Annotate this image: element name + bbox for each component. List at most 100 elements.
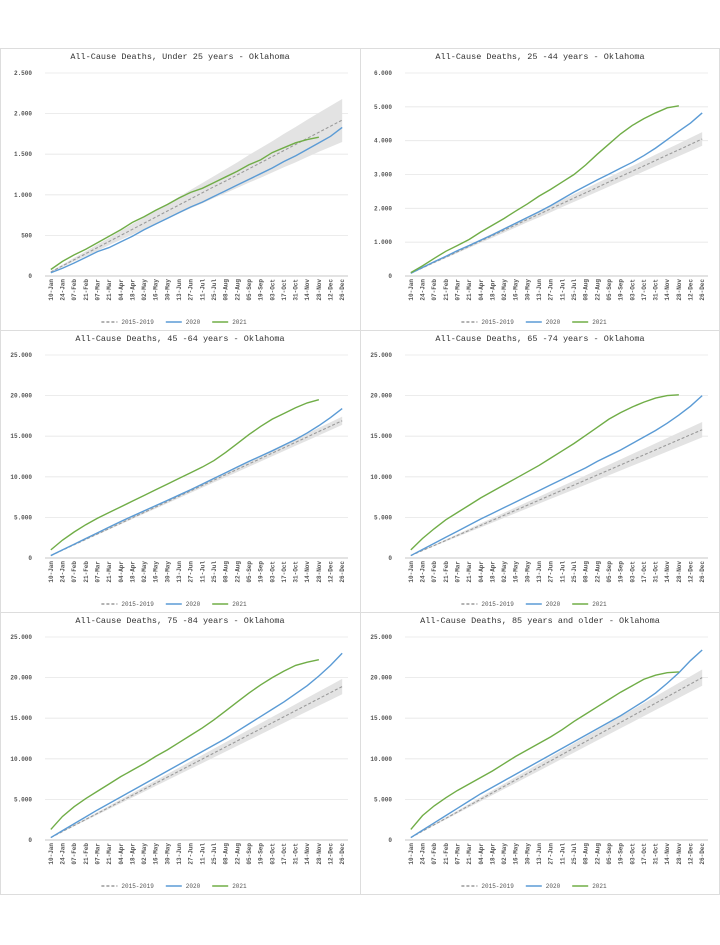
x-tick-label: 22-Aug [594,561,601,583]
y-tick-label: 0 [388,837,392,844]
x-tick-label: 25-Jul [211,561,218,583]
x-tick-label: 10-Jan [48,843,55,865]
x-tick-label: 07-Mar [454,561,461,583]
x-tick-label: 22-Aug [234,843,241,865]
x-tick-label: 13-Jun [176,843,183,865]
x-tick-label: 17-Oct [281,843,288,865]
x-tick-label: 17-Oct [641,279,648,301]
y-tick-label: 500 [21,232,32,239]
x-tick-label: 14-Nov [304,843,311,865]
x-tick-label: 10-Jan [408,843,415,865]
x-tick-label: 24-Jan [419,843,426,865]
x-tick-label: 12-Dec [688,843,695,865]
chart-title: All-Cause Deaths, 65 -74 years - Oklahom… [435,334,644,344]
x-tick-label: 14-Nov [664,279,671,301]
x-tick-label: 24-Jan [419,561,426,583]
y-tick-label: 5.000 [374,514,392,521]
legend-label: 2015-2019 [481,601,514,608]
x-tick-label: 24-Jan [59,843,66,865]
chart-title: All-Cause Deaths, Under 25 years - Oklah… [70,52,289,62]
x-tick-label: 16-May [153,279,160,301]
x-tick-label: 25-Jul [571,279,578,301]
x-tick-label: 28-Nov [676,279,683,301]
legend-label: 2021 [232,319,247,326]
series-line [50,652,343,839]
y-tick-label: 15.000 [10,715,32,722]
x-tick-label: 12-Dec [688,279,695,301]
legend-label: 2021 [232,883,247,890]
y-tick-label: 0 [28,273,32,280]
x-tick-label: 11-Jul [199,843,206,865]
x-tick-label: 21-Mar [106,279,113,301]
x-tick-label: 25-Jul [211,843,218,865]
x-tick-label: 24-Jan [59,561,66,583]
y-tick-label: 25.000 [370,634,392,641]
y-tick-label: 0 [388,273,392,280]
x-tick-label: 21-Feb [83,843,90,865]
x-tick-label: 27-Jun [188,843,195,865]
x-tick-label: 05-Sep [606,279,613,301]
x-tick-label: 27-Jun [548,843,555,865]
y-tick-label: 25.000 [10,352,32,359]
series-line [50,659,320,830]
x-tick-label: 02-May [501,279,508,301]
series-line [50,126,343,274]
y-tick-label: 2.500 [14,70,32,77]
legend-label: 2020 [186,883,201,890]
x-tick-label: 31-Oct [653,843,660,865]
y-tick-label: 5.000 [14,796,32,803]
series-line [410,105,679,274]
legend-label: 2015-2019 [121,601,154,608]
x-tick-label: 17-Oct [281,561,288,583]
x-tick-label: 21-Mar [466,561,473,583]
x-tick-label: 19-Sep [618,561,625,583]
x-tick-label: 19-Sep [258,561,265,583]
x-tick-label: 11-Jul [559,561,566,583]
x-tick-label: 26-Dec [339,843,346,865]
x-tick-label: 31-Oct [653,279,660,301]
x-tick-label: 24-Jan [59,279,66,301]
x-tick-label: 12-Dec [328,279,335,301]
x-tick-label: 03-Oct [269,843,276,865]
x-tick-label: 08-Aug [583,843,590,865]
x-tick-label: 07-Mar [94,279,101,301]
x-tick-label: 19-Sep [618,843,625,865]
x-tick-label: 16-May [513,561,520,583]
y-tick-label: 20.000 [10,393,32,400]
x-tick-label: 07-Feb [431,279,438,301]
x-tick-label: 17-Oct [281,279,288,301]
x-tick-label: 21-Mar [106,843,113,865]
x-tick-label: 16-May [153,843,160,865]
x-tick-label: 25-Jul [571,561,578,583]
x-tick-label: 21-Feb [443,279,450,301]
x-tick-label: 02-May [501,561,508,583]
x-tick-label: 30-May [164,561,171,583]
x-tick-label: 21-Feb [83,561,90,583]
x-tick-label: 21-Mar [106,561,113,583]
x-tick-label: 22-Aug [594,843,601,865]
x-tick-label: 14-Nov [304,279,311,301]
y-tick-label: 2.000 [14,111,32,118]
legend-label: 2021 [232,601,247,608]
chart-panel: All-Cause Deaths, 85 years and older - O… [370,616,708,890]
x-tick-label: 13-Jun [176,279,183,301]
y-tick-label: 20.000 [370,393,392,400]
x-tick-label: 07-Mar [94,843,101,865]
x-tick-label: 03-Oct [629,279,636,301]
x-tick-label: 31-Oct [293,279,300,301]
x-tick-label: 07-Mar [454,843,461,865]
y-tick-label: 6.000 [374,70,392,77]
x-tick-label: 08-Aug [223,843,230,865]
chart-title: All-Cause Deaths, 85 years and older - O… [420,616,660,626]
x-tick-label: 25-Jul [571,843,578,865]
x-tick-label: 18-Apr [489,561,496,583]
legend-label: 2015-2019 [481,883,514,890]
y-tick-label: 1.000 [14,192,32,199]
x-tick-label: 22-Aug [234,561,241,583]
chart-panel: All-Cause Deaths, 75 -84 years - Oklahom… [10,616,348,890]
x-tick-label: 16-May [153,561,160,583]
legend-label: 2021 [592,601,607,608]
y-tick-label: 4.000 [374,138,392,145]
chart-panel: All-Cause Deaths, 45 -64 years - Oklahom… [10,334,348,608]
x-tick-label: 28-Nov [316,561,323,583]
